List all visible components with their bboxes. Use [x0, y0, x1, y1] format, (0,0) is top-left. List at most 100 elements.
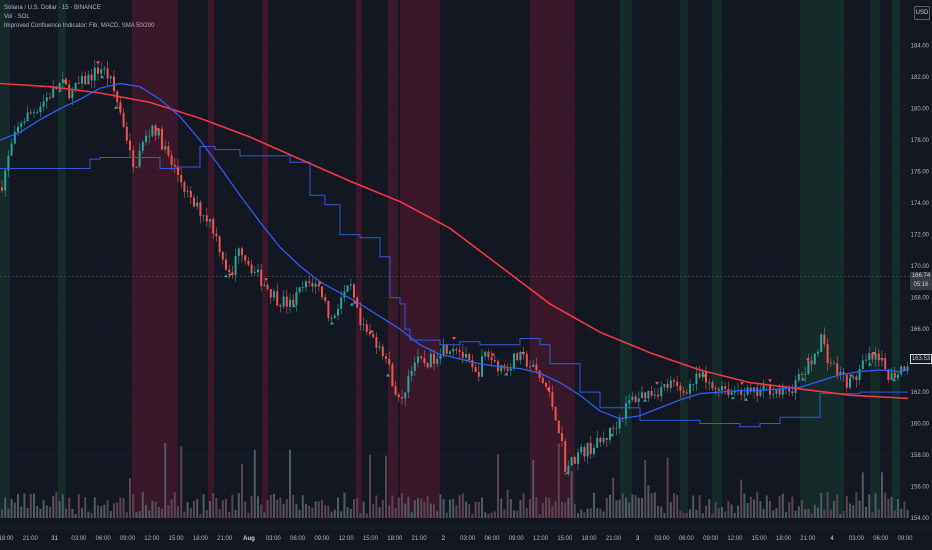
volume-bar [177, 506, 179, 518]
candle-body [148, 135, 151, 137]
candle-body [193, 197, 195, 207]
candle-body [308, 281, 311, 283]
candle-body [279, 305, 282, 307]
candle-body [244, 255, 247, 261]
volume-bar [509, 499, 512, 518]
volume-bar [612, 477, 615, 518]
volume-bar [458, 495, 461, 518]
candle-body [145, 135, 147, 143]
sell-signal-marker [740, 382, 744, 386]
candle-body [781, 386, 784, 395]
symbol-title: Solana / U.S. Dollar · 15 · BINANCE [4, 5, 101, 11]
current-price-label: 166.74 05:16 [910, 272, 932, 290]
candle-body [874, 353, 877, 360]
volume-bar [541, 503, 544, 518]
candle-body [877, 353, 880, 361]
volume-bar [298, 509, 301, 518]
signal-band [892, 0, 900, 518]
candle-body [509, 368, 512, 371]
time-tick-label: 21:00 [217, 536, 233, 542]
signal-band [400, 0, 440, 518]
volume-bar [487, 513, 490, 518]
volume-bar [759, 501, 762, 518]
candle-body [490, 357, 493, 361]
candle-body [692, 383, 695, 385]
candle-body [906, 366, 909, 371]
volume-bar [55, 492, 58, 518]
price-tick-label: 160.00 [911, 422, 930, 428]
volume-bar [260, 504, 263, 518]
candle-body [301, 287, 304, 289]
time-tick-label: Aug [243, 536, 255, 542]
volume-bar [749, 496, 752, 518]
signal-band [208, 0, 214, 518]
candle-body [452, 349, 455, 352]
volume-bar [877, 509, 880, 518]
volume-bar [906, 509, 909, 518]
volume-bar [545, 497, 547, 518]
buy-signal-marker [350, 302, 354, 306]
volume-bar [378, 507, 381, 518]
candle-body [289, 299, 291, 307]
candle-body [90, 74, 93, 81]
time-tick-label: 18:00 [387, 536, 403, 542]
candle-body [125, 126, 128, 141]
candle-body [708, 382, 711, 384]
candle-body [733, 391, 736, 393]
volume-bar [641, 497, 643, 518]
candle-body [724, 386, 727, 389]
sell-signal-marker [63, 80, 67, 84]
volume-bar [695, 509, 698, 518]
volume-bar [756, 492, 759, 518]
candle-body [1, 187, 3, 191]
time-axis[interactable]: 18:00 21:00 31 03:00 06:00 09:00 12:00 15:00 18:… [0, 527, 932, 542]
volume-bar [151, 500, 154, 518]
candle-body [93, 67, 96, 81]
price-tick-label: 158.00 [911, 453, 930, 459]
candle-body [676, 381, 679, 386]
candle-body [138, 150, 141, 167]
volume-bar [106, 500, 109, 518]
volume-bar [359, 512, 362, 518]
volume-bar [228, 511, 231, 518]
volume-bar [433, 504, 435, 518]
candle-body [829, 362, 832, 364]
volume-bar [621, 493, 624, 518]
candle-body [810, 360, 813, 365]
candle-body [759, 390, 762, 396]
candle-body [439, 355, 442, 359]
candle-body [199, 202, 202, 217]
volume-bar [769, 500, 771, 518]
volume-bar [721, 506, 723, 518]
volume-bar [554, 501, 557, 518]
candle-body [407, 375, 410, 393]
candle-body [305, 281, 307, 288]
candle-body [500, 365, 503, 372]
volume-bar [321, 500, 323, 518]
candle-body [477, 372, 480, 377]
candle-body [10, 143, 13, 156]
candle-body [458, 349, 461, 352]
candle-body [721, 386, 723, 391]
candle-body [871, 353, 874, 360]
time-tick-label: 31 [51, 536, 58, 542]
volume-bar [445, 512, 448, 518]
volume-bar [532, 459, 535, 518]
candle-body [695, 373, 698, 384]
candle-body [74, 83, 77, 89]
candle-body [493, 360, 496, 362]
candle-body [705, 371, 707, 383]
currency-button[interactable]: USD [914, 6, 930, 20]
candle-body [180, 175, 183, 183]
volume-bar [23, 493, 26, 518]
volume-bar [167, 505, 170, 518]
volume-bar [81, 508, 83, 518]
volume-bar [417, 498, 419, 518]
volume-bar [583, 512, 586, 518]
time-tick-label: 09:00 [897, 536, 913, 542]
volume-bar [785, 511, 787, 518]
volume-bar [116, 502, 119, 518]
buy-signal-marker [292, 304, 296, 308]
volume-bar [660, 506, 663, 518]
